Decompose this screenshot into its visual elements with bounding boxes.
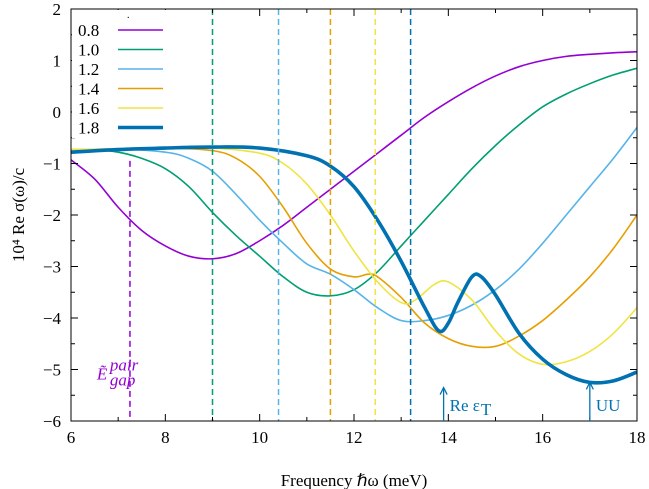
- x-axis-label: Frequency ℏω (meV): [281, 471, 428, 489]
- gap-vlines-layer: [129, 9, 412, 421]
- x-tick-label: 12: [346, 428, 363, 447]
- legend: 0.81.01.21.41.61.8.: [72, 10, 168, 138]
- gap-energy-label-sup: pair: [109, 356, 139, 375]
- x-tick-label: 16: [534, 428, 551, 447]
- y-tick-label: 2: [53, 0, 62, 19]
- gap-energy-label-sub: gap: [110, 371, 136, 390]
- legend-label-0-8: 0.8: [78, 21, 99, 40]
- legend-background: [72, 10, 168, 138]
- annotation-label-1: UU: [596, 396, 621, 415]
- series-line-1-4: [71, 147, 637, 349]
- series-line-1-8: [71, 145, 637, 385]
- y-tick-label: −6: [43, 412, 61, 431]
- series-lines-layer: [71, 50, 637, 385]
- y-tick-label: 1: [53, 52, 62, 71]
- x-tick-label: 14: [440, 428, 458, 447]
- y-tick-label: −4: [43, 309, 62, 328]
- series-line-0-8: [71, 50, 637, 260]
- y-tick-label: −2: [43, 206, 61, 225]
- x-tick-label: 6: [67, 428, 76, 447]
- x-tick-label: 10: [251, 428, 268, 447]
- legend-label-1-6: 1.6: [78, 99, 99, 118]
- y-tick-label: −3: [43, 258, 61, 277]
- series-line-1-6: [71, 146, 637, 366]
- y-tick-label: −1: [43, 155, 61, 174]
- legend-label-1-4: 1.4: [78, 80, 100, 99]
- annotation-label-sub-0: T: [481, 400, 492, 419]
- legend-label-1-0: 1.0: [78, 41, 99, 60]
- annotation-arrowhead-0: [439, 386, 448, 395]
- legend-label-1-8: 1.8: [78, 119, 99, 138]
- annotation-label-0: Re ε: [450, 396, 480, 415]
- legend-marker: .: [127, 10, 130, 21]
- x-tick-label: 8: [161, 428, 170, 447]
- y-axis-label: 10⁴ Re σ(ω)/c: [9, 167, 28, 262]
- legend-label-1-2: 1.2: [78, 60, 99, 79]
- annotation-arrowhead-1: [585, 380, 594, 390]
- series-line-1-2: [71, 126, 637, 323]
- y-tick-label: −5: [43, 361, 61, 380]
- x-tick-label: 18: [629, 428, 646, 447]
- gap-energy-label: Ẽ: [96, 365, 108, 384]
- y-tick-label: 0: [53, 103, 62, 122]
